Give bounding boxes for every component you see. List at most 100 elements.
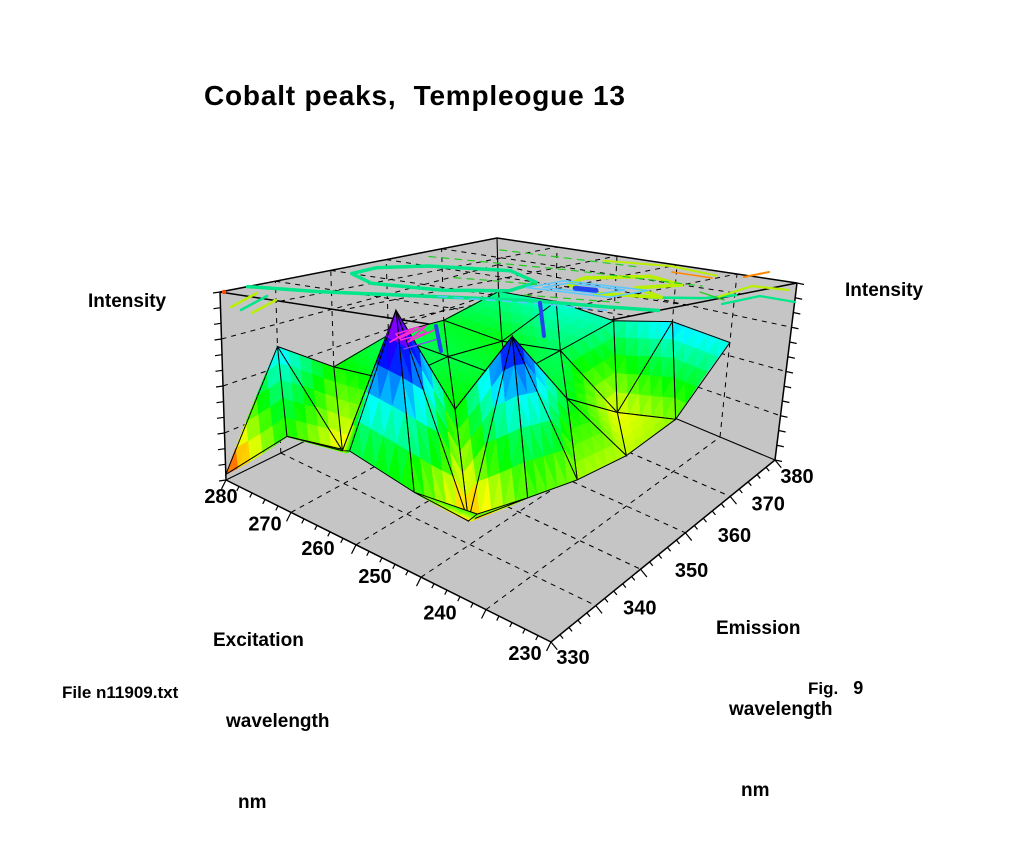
tick-mark <box>782 400 790 404</box>
surface-facet <box>459 515 474 522</box>
contour-line <box>542 282 626 295</box>
intensity-axis-label-left: Intensity <box>88 291 167 312</box>
tick-label-excitation-240: 240 <box>423 603 456 625</box>
tick-mark <box>301 518 305 524</box>
tick-label-excitation-250: 250 <box>358 566 391 588</box>
tick-mark <box>218 479 227 482</box>
tick-mark <box>217 432 225 435</box>
excitation-axis-title-line2: wavelength <box>226 711 330 732</box>
emission-axis-title-line2: wavelength <box>729 699 833 720</box>
tick-mark <box>275 505 279 511</box>
tick-mark <box>795 297 803 300</box>
surface-facet <box>438 432 455 477</box>
tick-mark <box>711 510 716 516</box>
surface-facet <box>571 361 585 375</box>
tick-mark <box>756 474 761 479</box>
floor-grid-line <box>485 436 721 611</box>
tick-mark <box>791 326 799 330</box>
tick-mark <box>217 448 226 451</box>
surface-facet <box>423 390 440 434</box>
tick-mark <box>793 311 801 315</box>
tick-mark <box>215 369 223 372</box>
tick-mark <box>405 570 409 576</box>
contour-line <box>716 284 790 299</box>
contour-line <box>428 255 703 287</box>
tick-mark <box>314 525 318 531</box>
excitation-axis-title-line3: nm <box>238 792 267 813</box>
tick-mark <box>214 338 222 341</box>
tick-mark <box>262 499 266 505</box>
tick-mark <box>613 590 618 596</box>
surface-facet <box>302 385 317 408</box>
tick-label-emission-370: 370 <box>752 493 785 515</box>
tick-mark <box>702 517 707 523</box>
tick-mark <box>604 597 609 603</box>
tick-mark <box>693 525 698 530</box>
emission-axis-title-line3: nm <box>741 780 770 801</box>
tick-mark <box>747 481 752 487</box>
ceiling-grid-line <box>399 264 678 321</box>
ceiling-grid-line <box>330 269 631 317</box>
tick-mark <box>480 609 487 619</box>
surface-facet <box>289 365 304 387</box>
tick-mark <box>774 459 783 463</box>
contour-line <box>525 280 649 298</box>
tick-mark <box>787 356 795 359</box>
tick-mark <box>496 615 500 621</box>
contour-red-dot <box>221 289 227 295</box>
surface-facet <box>392 376 406 414</box>
contour-line <box>245 284 661 313</box>
tick-mark <box>658 554 663 559</box>
surface-facet <box>315 406 331 429</box>
tick-mark <box>216 401 224 404</box>
contour-line <box>250 298 278 315</box>
tick-mark <box>444 589 448 595</box>
floor-grid-line <box>335 425 641 570</box>
tick-mark <box>577 619 582 625</box>
floor-front-right-edge <box>550 459 776 643</box>
surface-facet <box>341 425 354 453</box>
tick-mark <box>522 628 526 634</box>
excitation-axis-title: Excitation wavelength nm <box>213 573 329 843</box>
left-wall-level-line <box>221 264 498 340</box>
tick-mark <box>350 544 357 555</box>
surface-facet <box>447 431 463 474</box>
tick-mark <box>595 605 603 614</box>
floor-front-left-edge <box>225 479 552 643</box>
tick-mark <box>415 576 422 587</box>
tick-mark <box>214 354 223 357</box>
contour-line <box>720 294 797 306</box>
contour-line <box>671 271 713 279</box>
tick-mark <box>796 282 805 286</box>
tick-mark <box>213 322 222 325</box>
contour-line <box>403 338 439 350</box>
surface-facet <box>480 512 493 518</box>
contour-line <box>434 324 443 353</box>
tick-mark <box>213 307 221 310</box>
figure-page: { "title": { "text": "Cobalt peaks, Temp… <box>62 80 924 813</box>
tick-mark <box>509 622 513 628</box>
fig-word: Fig. <box>808 679 839 698</box>
tick-label-excitation-280: 280 <box>204 486 237 508</box>
fig-number: 9 <box>853 678 864 698</box>
tick-label-emission-330: 330 <box>556 647 589 669</box>
tick-mark <box>622 583 627 589</box>
contour-line <box>389 325 435 343</box>
tick-mark <box>640 568 648 578</box>
tick-mark <box>340 538 344 544</box>
tick-mark <box>457 596 461 602</box>
surface-facet <box>504 364 518 402</box>
surface-facet <box>488 352 502 387</box>
tick-label-excitation-260: 260 <box>301 538 334 560</box>
ceiling-contours <box>221 249 797 353</box>
tick-mark <box>729 496 737 505</box>
tick-mark <box>215 385 224 388</box>
surface-facet <box>388 342 403 378</box>
tick-mark <box>535 635 539 641</box>
figure-number-label: Fig. 9 <box>808 678 863 699</box>
contour-line <box>648 293 738 300</box>
tick-mark <box>327 531 331 537</box>
surface-facet <box>466 381 479 417</box>
tick-mark <box>220 479 227 490</box>
tick-mark <box>550 641 558 651</box>
